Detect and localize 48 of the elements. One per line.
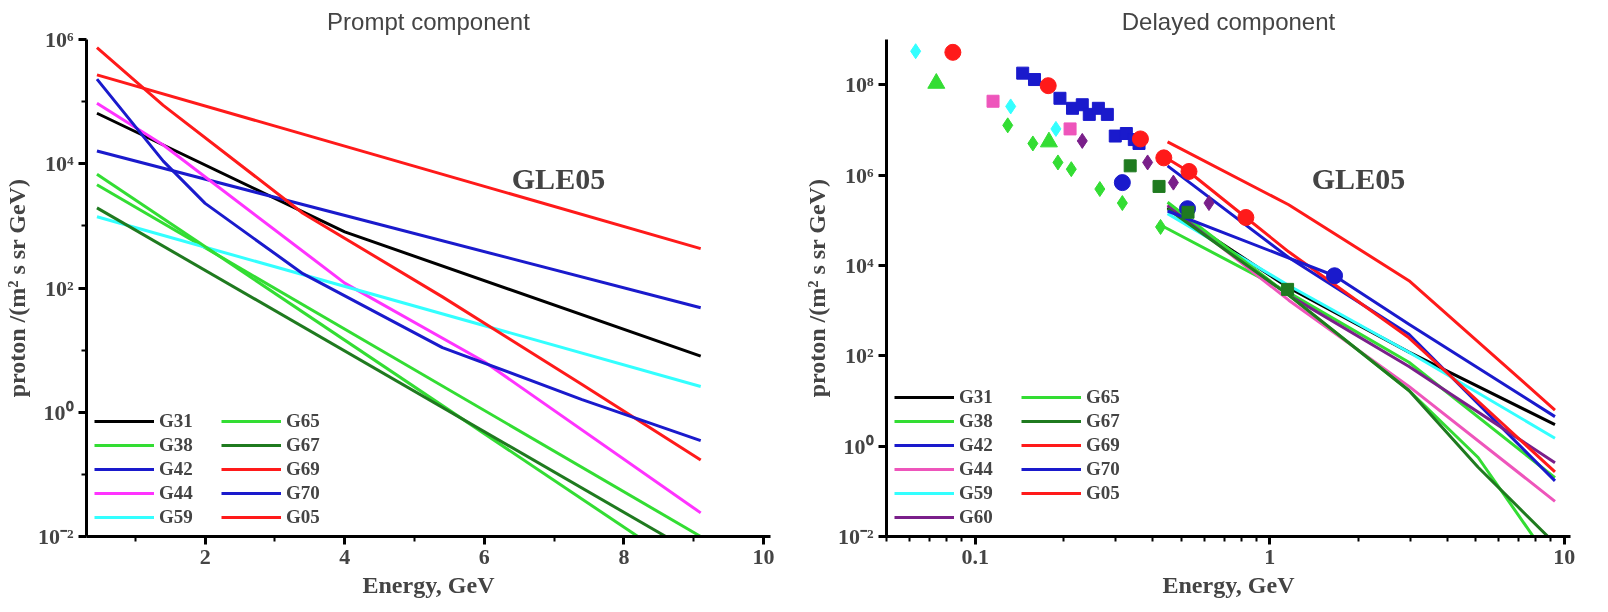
chart-title: Prompt component [327,7,531,35]
legend-label: G42 [159,458,194,480]
y-tick-label: 10⁰ [843,433,874,459]
legend-label: G44 [159,482,194,504]
legend-label: G44 [959,458,994,480]
y-tick-label: 10⁴ [44,151,74,177]
y-tick-label: 10⁶ [844,162,874,188]
x-tick-label: 0.1 [961,543,989,569]
legend-label: G70 [1086,458,1121,480]
annotation: GLE05 [511,162,606,196]
legend-label: G70 [286,482,321,504]
x-tick-label: 4 [339,543,351,569]
legend-label: G05 [1086,482,1121,504]
y-tick-label: 10⁶ [44,27,74,52]
legend-label: G69 [286,458,321,480]
y-axis-title: proton /(m² s sr GeV) [3,179,30,398]
y-tick-label: 10² [844,343,874,369]
y-tick-label: 10⁻² [37,524,74,549]
x-axis-title: Energy, GeV [362,571,496,598]
y-axis-title: proton /(m² s sr GeV) [803,179,830,398]
legend-label: G38 [959,410,994,432]
x-tick-label: 1 [1264,543,1276,569]
legend-label: G59 [959,482,994,504]
legend-label: G67 [286,434,321,456]
legend-label: G59 [159,506,194,528]
x-tick-label: 2 [199,543,211,569]
y-tick-label: 10⁴ [844,252,874,278]
legend-label: G42 [959,434,994,456]
legend-label: G31 [959,386,994,408]
legend-label: G65 [286,410,321,432]
legend-label: G67 [1086,410,1121,432]
x-tick-label: 10 [1553,543,1576,569]
x-tick-label: 10 [752,543,775,569]
legend-label: G38 [159,434,194,456]
y-tick-label: 10⁻² [837,524,874,549]
x-tick-label: 8 [618,543,630,569]
legend-label: G65 [1086,386,1121,408]
legend-label: G60 [959,506,994,528]
x-axis-title: Energy, GeV [1162,571,1296,598]
annotation: GLE05 [1311,162,1406,196]
legend-label: G31 [159,410,194,432]
legend-label: G05 [286,506,321,528]
chart-title: Delayed component [1121,7,1336,35]
y-tick-label: 10⁸ [844,72,874,98]
legend-label: G69 [1086,434,1121,456]
y-tick-label: 10⁰ [43,399,74,425]
x-tick-label: 6 [478,543,490,569]
y-tick-label: 10² [44,275,74,301]
